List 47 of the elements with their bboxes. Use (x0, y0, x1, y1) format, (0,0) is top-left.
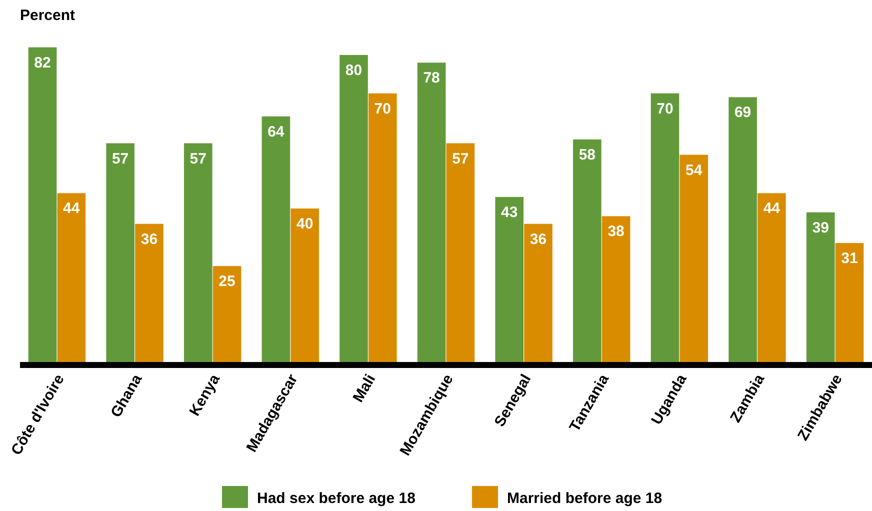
data-label: 36 (530, 230, 547, 248)
bar (417, 62, 446, 362)
bar (184, 143, 212, 362)
data-label: 57 (452, 150, 469, 168)
data-label: 69 (734, 104, 752, 122)
bar (650, 93, 680, 362)
bar (290, 208, 319, 362)
bar (57, 193, 86, 362)
data-label: 40 (296, 215, 314, 232)
bar (495, 196, 524, 362)
bar (106, 143, 134, 362)
data-label: 70 (374, 100, 391, 118)
bar (680, 154, 708, 362)
data-label: 58 (578, 146, 596, 164)
bar (212, 266, 242, 362)
legend-label: Had sex before age 18 (257, 490, 416, 507)
data-label: 36 (140, 230, 158, 248)
data-label: 80 (345, 62, 362, 79)
bar (262, 116, 290, 362)
bar (135, 224, 164, 362)
bar (573, 139, 602, 362)
data-label: 44 (63, 200, 80, 218)
bar (446, 143, 475, 362)
bar (602, 216, 630, 362)
data-label: 25 (218, 273, 236, 290)
bar (728, 97, 757, 362)
bar (368, 93, 397, 362)
data-label: 31 (841, 250, 858, 268)
data-label: 78 (423, 70, 440, 87)
data-label: 44 (763, 200, 781, 218)
bar (524, 224, 552, 362)
data-label: 82 (34, 54, 51, 72)
bar (806, 212, 835, 362)
bar (758, 193, 786, 362)
bar (835, 243, 864, 362)
data-label: 70 (656, 100, 674, 118)
bar (340, 54, 368, 362)
data-label: 43 (501, 204, 518, 221)
data-label: 64 (268, 123, 285, 140)
data-label: 57 (190, 150, 206, 168)
data-label: 39 (812, 219, 829, 236)
data-label: 38 (608, 223, 624, 240)
data-label: 54 (686, 162, 703, 179)
data-label: 57 (112, 150, 129, 168)
legend-label: Married before age 18 (507, 490, 662, 507)
bar (28, 47, 57, 362)
y-axis-title: Percent (20, 7, 76, 24)
